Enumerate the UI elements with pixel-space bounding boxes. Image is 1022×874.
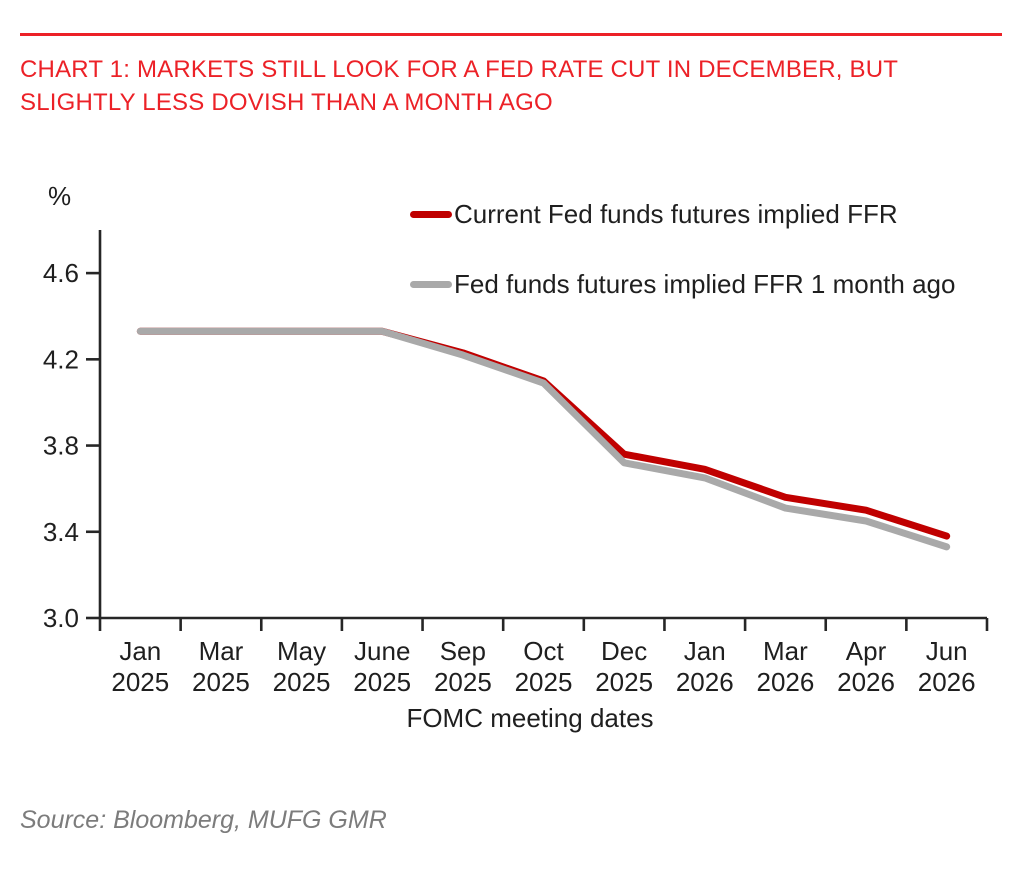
- x-tick-label-year: 2026: [837, 667, 895, 697]
- x-tick-label-month: Jun: [926, 636, 968, 666]
- x-axis-title: FOMC meeting dates: [406, 703, 654, 733]
- chart-title-line2: SLIGHTLY LESS DOVISH THAN A MONTH AGO: [20, 89, 553, 116]
- x-tick-label-year: 2025: [273, 667, 331, 697]
- x-tick-label-year: 2025: [353, 667, 411, 697]
- legend-label-ffr-1-month-ago: Fed funds futures implied FFR 1 month ag…: [454, 268, 956, 299]
- title-rule: [20, 33, 1002, 36]
- x-tick-label-month: Dec: [601, 636, 647, 666]
- source-note: Source: Bloomberg, MUFG GMR: [20, 806, 387, 834]
- x-tick-label-month: Jan: [684, 636, 726, 666]
- ffr-1-month-ago-line-swatch-icon: [410, 280, 452, 288]
- y-axis-unit-label: %: [48, 181, 72, 211]
- x-tick-label-month: Mar: [763, 636, 808, 666]
- legend-item-ffr-1-month-ago: Fed funds futures implied FFR 1 month ag…: [410, 268, 956, 299]
- y-tick-label: 3.0: [43, 603, 79, 633]
- x-tick-label-year: 2025: [192, 667, 250, 697]
- ffr-line-chart: 4.64.23.83.43.0Jan2025Mar2025May2025June…: [43, 230, 989, 697]
- x-tick-label-month: Jan: [119, 636, 161, 666]
- x-tick-label-month: Apr: [846, 636, 887, 666]
- current-ffr-line-swatch-icon: [410, 210, 452, 218]
- x-tick-label-year: 2025: [434, 667, 492, 697]
- y-tick-label: 4.2: [43, 344, 79, 374]
- y-tick-label: 3.4: [43, 517, 79, 547]
- x-tick-label-month: June: [354, 636, 410, 666]
- x-tick-label-year: 2025: [111, 667, 169, 697]
- chart-title: CHART 1: MARKETS STILL LOOK FOR A FED RA…: [20, 53, 1000, 119]
- chart-title-line1: CHART 1: MARKETS STILL LOOK FOR A FED RA…: [20, 56, 899, 83]
- x-tick-label-year: 2026: [918, 667, 976, 697]
- x-tick-label-month: Mar: [199, 636, 244, 666]
- series-line-current-ffr: [136, 327, 951, 540]
- legend-label-current-ffr: Current Fed funds futures implied FFR: [454, 198, 898, 229]
- x-tick-label-year: 2026: [676, 667, 734, 697]
- y-tick-label: 3.8: [43, 431, 79, 461]
- x-tick-label-month: Oct: [523, 636, 564, 666]
- legend-item-current-ffr: Current Fed funds futures implied FFR: [410, 198, 898, 229]
- x-tick-label-month: Sep: [440, 636, 486, 666]
- series-line-ffr-1-month-ago: [136, 327, 951, 551]
- x-tick-label-month: May: [277, 636, 326, 666]
- x-tick-label-year: 2026: [756, 667, 814, 697]
- y-tick-label: 4.6: [43, 258, 79, 288]
- x-tick-label-year: 2025: [595, 667, 653, 697]
- x-tick-label-year: 2025: [515, 667, 573, 697]
